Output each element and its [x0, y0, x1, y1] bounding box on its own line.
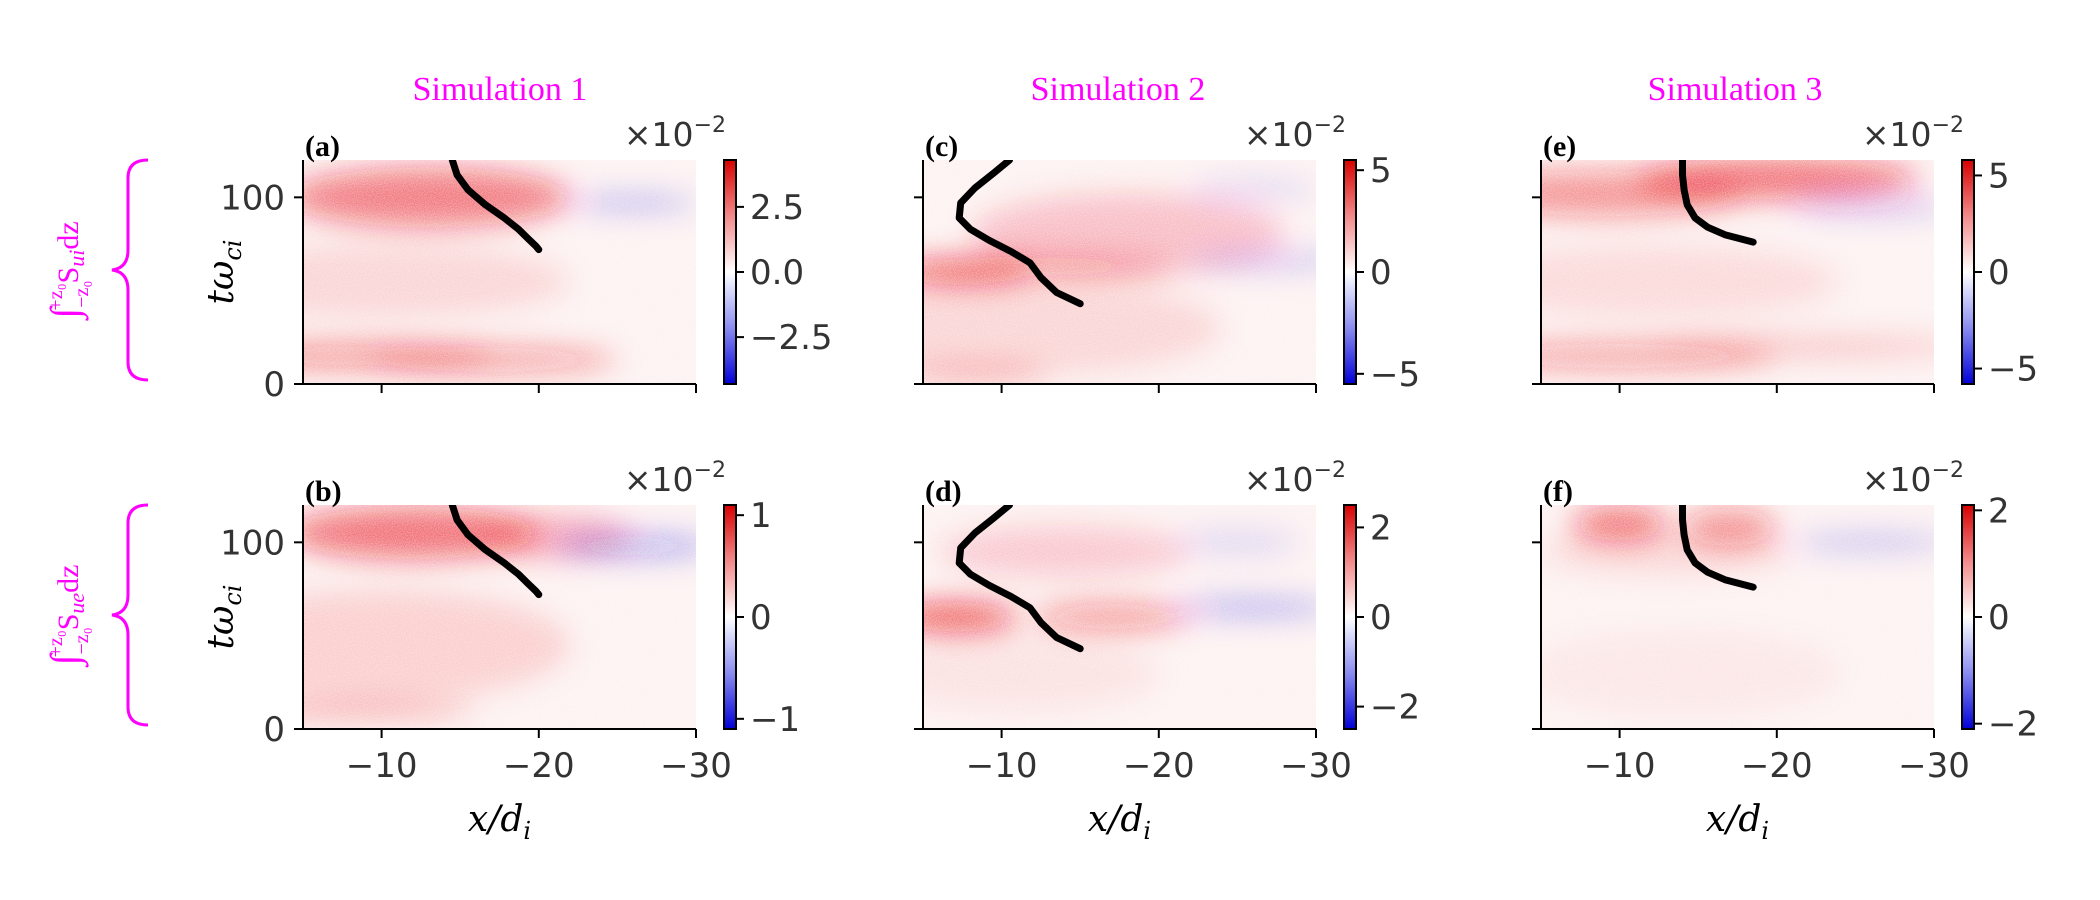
panel-d: −10 −20 −30x/di(d)−202×10−2 [914, 458, 1420, 845]
colorbar-tick-label: 2.5 [750, 188, 804, 228]
y-tick-label: 0 [263, 365, 285, 405]
row-label-ion-flux: ∫−z₀+z₀Suidz [42, 158, 149, 382]
colorbar-multiplier: ×10−2 [1244, 113, 1346, 154]
sim3-title: Simulation 3 [1648, 71, 1823, 108]
heatmap-field [923, 160, 1316, 384]
x-tick-label: −10 [346, 746, 418, 786]
trajectory-line [955, 505, 1084, 653]
x-tick-label: −30 [1898, 746, 1970, 786]
colorbar-multiplier: ×10−2 [1862, 113, 1964, 154]
row0-body: S [52, 267, 85, 284]
y-axis-title: tωci [201, 240, 247, 305]
colorbar-multiplier: ×10−2 [624, 113, 726, 154]
x-axis-title: x/di [468, 799, 531, 845]
heatmap-field [303, 505, 696, 729]
heatmap-field [1541, 160, 1934, 384]
colorbar-multiplier: ×10−2 [1244, 458, 1346, 499]
trajectory-line [1679, 160, 1757, 246]
heatmap-field [923, 505, 1316, 729]
colorbar-tick-label: −1 [750, 700, 800, 740]
colorbar-tick-label: 0.0 [750, 253, 804, 293]
colorbar-tick-label: 0 [1988, 253, 2010, 293]
panel-label: (d) [925, 475, 962, 508]
panel-label: (f) [1543, 475, 1573, 508]
colorbar-tick-label: −5 [1370, 355, 1420, 395]
sim2-title: Simulation 2 [1031, 71, 1206, 108]
row1-body: S [52, 614, 85, 631]
colorbar-tick-label: 1 [750, 496, 772, 536]
colorbar-tick-label: 2 [1988, 491, 2010, 531]
heatmap-field [303, 160, 696, 384]
sim1-title: Simulation 1 [413, 71, 588, 108]
panel-a: 0 100 tωci (a) −2.5 0.0 2.5 ×10−2 [201, 113, 833, 405]
y-tick-label: 100 [220, 178, 285, 218]
panel-label: (a) [305, 130, 340, 163]
svg-text:∫−z₀+z₀Suedz: ∫−z₀+z₀Suedz [42, 564, 93, 668]
panel-f: −10 −20 −30x/di(f)−202×10−2 [1532, 458, 2038, 845]
row1-lower: −z₀ [71, 627, 93, 654]
row1-tail: dz [52, 564, 85, 592]
row0-sub: ui [64, 250, 89, 267]
panel-c: (c) −5 0 5 ×10−2 [914, 113, 1420, 395]
colorbar-tick-label: 0 [750, 598, 772, 638]
colorbar-tick-label: 2 [1370, 508, 1392, 548]
trajectory-line [448, 505, 543, 599]
colorbar-tick-label: 5 [1370, 151, 1392, 191]
x-tick-label: −20 [503, 746, 575, 786]
panel-label: (b) [305, 475, 342, 508]
row0-upper: +z₀ [45, 283, 67, 310]
colorbar: −2 0 2 ×10−2 [1862, 458, 2038, 745]
colorbar: −1 0 1 ×10−2 [624, 458, 800, 740]
colorbar-tick-label: −2 [1988, 705, 2038, 745]
colorbar: −2.5 0.0 2.5 ×10−2 [624, 113, 833, 385]
panel-e: (e) −5 0 5 ×10−2 [1532, 113, 2038, 393]
x-tick-label: −30 [1280, 746, 1352, 786]
colorbar-tick-label: −2 [1370, 688, 1420, 728]
colorbar-tick-label: 0 [1370, 253, 1392, 293]
colorbar: −2 0 2 ×10−2 [1244, 458, 1420, 730]
trajectory-line [448, 160, 543, 254]
x-tick-label: −30 [660, 746, 732, 786]
colorbar-tick-label: 0 [1370, 598, 1392, 638]
colorbar-multiplier: ×10−2 [624, 458, 726, 499]
heatmap-field [1541, 505, 1934, 729]
panel-label: (e) [1543, 130, 1576, 163]
x-tick-label: −20 [1123, 746, 1195, 786]
x-tick-label: −10 [1584, 746, 1656, 786]
colorbar: −5 0 5 ×10−2 [1862, 113, 2038, 390]
y-axis-title: tωci [201, 585, 247, 650]
row0-tail: dz [52, 221, 85, 249]
row0-integral: ∫ [42, 305, 89, 322]
x-axis-title: x/di [1706, 799, 1769, 845]
colorbar-tick-label: −2.5 [750, 318, 833, 358]
panel-label: (c) [925, 130, 958, 163]
x-axis-title: x/di [1088, 799, 1151, 845]
row1-upper: +z₀ [45, 630, 67, 657]
x-tick-label: −20 [1741, 746, 1813, 786]
colorbar-tick-label: −5 [1988, 350, 2038, 390]
row1-integral: ∫ [42, 652, 89, 669]
svg-text:∫−z₀+z₀Suidz: ∫−z₀+z₀Suidz [42, 221, 93, 321]
y-tick-label: 100 [220, 523, 285, 563]
y-tick-label: 0 [263, 710, 285, 750]
colorbar: −5 0 5 ×10−2 [1244, 113, 1420, 395]
trajectory-line [1679, 505, 1757, 591]
colorbar-tick-label: 0 [1988, 598, 2010, 638]
trajectory-line [955, 160, 1084, 308]
row0-lower: −z₀ [71, 281, 93, 308]
colorbar-tick-label: 5 [1988, 156, 2010, 196]
row1-sub: ue [64, 593, 89, 614]
row-label-electron-flux: ∫−z₀+z₀Suedz [42, 503, 149, 727]
x-tick-label: −10 [966, 746, 1038, 786]
colorbar-multiplier: ×10−2 [1862, 458, 1964, 499]
